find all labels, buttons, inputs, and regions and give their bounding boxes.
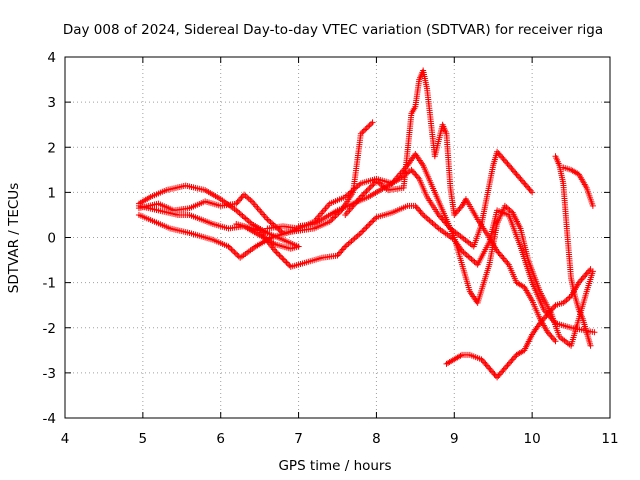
- data-point: [587, 266, 594, 273]
- data-point: [360, 127, 367, 134]
- y-tick-label: -2: [43, 321, 56, 337]
- data-point: [280, 256, 287, 263]
- data-point: [272, 248, 279, 255]
- data-point: [364, 222, 371, 229]
- y-tick-label: 4: [47, 50, 56, 66]
- data-point: [275, 250, 282, 257]
- data-point: [368, 120, 375, 127]
- axis-ticks: [64, 56, 611, 419]
- series-arc-5: [233, 202, 598, 336]
- data-point: [529, 189, 536, 196]
- data-point: [282, 258, 289, 265]
- data-point: [228, 246, 235, 253]
- data-point: [357, 193, 364, 200]
- data-point: [366, 221, 373, 228]
- x-tick-label: 10: [524, 431, 541, 447]
- chart-title: Day 008 of 2024, Sidereal Day-to-day VTE…: [63, 22, 603, 38]
- data-point: [295, 243, 302, 250]
- data-point: [234, 251, 241, 258]
- y-tick-label: 0: [47, 231, 56, 247]
- data-point: [367, 219, 374, 226]
- series-arc-9: [443, 266, 594, 381]
- data-point: [326, 218, 333, 225]
- data-point: [363, 224, 370, 231]
- data-point: [362, 225, 369, 232]
- x-axis-label: GPS time / hours: [278, 458, 391, 474]
- x-tick-labels: 4 5 6 7 8 9 10 11: [61, 431, 619, 447]
- data-point: [365, 123, 372, 130]
- data-point: [232, 250, 239, 257]
- series-arc-6: [264, 151, 596, 349]
- series-arc-3: [135, 211, 302, 261]
- series-arc-4: [135, 119, 376, 236]
- data-point: [369, 119, 376, 126]
- data-point: [360, 227, 367, 234]
- data-point: [363, 188, 370, 195]
- x-tick-label: 9: [450, 431, 459, 447]
- y-axis-label: SDTVAR / TECUs: [6, 183, 22, 293]
- data-point: [362, 189, 369, 196]
- x-tick-label: 5: [139, 431, 148, 447]
- data-point: [328, 217, 335, 224]
- data-point: [367, 183, 374, 190]
- x-tick-label: 11: [601, 431, 618, 447]
- y-tick-label: 2: [47, 140, 56, 156]
- data-point: [591, 329, 598, 336]
- series-arc-8: [342, 67, 559, 345]
- data-point: [363, 125, 370, 132]
- series-arc-7: [295, 148, 536, 250]
- data-point: [329, 215, 336, 222]
- y-tick-label: -1: [43, 276, 56, 292]
- y-tick-label: -3: [43, 366, 56, 382]
- series-arc-10: [552, 153, 594, 349]
- data-point: [369, 218, 376, 225]
- data-point: [357, 130, 364, 137]
- data-point: [225, 243, 232, 250]
- data-point: [589, 202, 596, 209]
- data-point: [273, 249, 280, 256]
- data-point: [359, 228, 366, 235]
- data-point: [359, 129, 366, 136]
- data-point: [372, 215, 379, 222]
- data-point: [370, 180, 377, 187]
- series-arc-11: [560, 164, 596, 209]
- data-point: [360, 191, 367, 198]
- data-point: [366, 122, 373, 129]
- data-point: [552, 338, 559, 345]
- data-point: [229, 247, 236, 254]
- x-tick-label: 4: [61, 431, 70, 447]
- y-tick-label: -4: [43, 411, 56, 427]
- data-point: [359, 192, 366, 199]
- data-point: [226, 244, 233, 251]
- data-point: [370, 217, 377, 224]
- y-tick-label: 3: [47, 95, 56, 111]
- data-point: [279, 255, 286, 262]
- data-point: [277, 253, 284, 260]
- y-tick-label: 1: [47, 185, 56, 201]
- data-series: [135, 67, 598, 381]
- data-point: [366, 185, 373, 192]
- x-tick-label: 7: [294, 431, 303, 447]
- data-point: [284, 260, 291, 267]
- data-point: [276, 252, 283, 259]
- data-point: [364, 186, 371, 193]
- data-point: [362, 126, 369, 133]
- data-point: [286, 262, 293, 269]
- x-tick-label: 8: [372, 431, 381, 447]
- x-tick-label: 6: [216, 431, 225, 447]
- y-tick-labels: -4 -3 -2 -1 0 1 2 3 4: [43, 50, 56, 427]
- data-point: [357, 229, 364, 236]
- data-point: [231, 249, 238, 256]
- data-point: [369, 182, 376, 189]
- data-point: [587, 342, 594, 349]
- data-point: [283, 259, 290, 266]
